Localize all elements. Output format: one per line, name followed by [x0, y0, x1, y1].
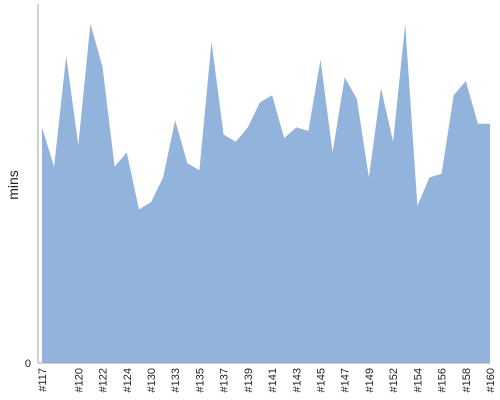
- data-point-119: [64, 54, 68, 58]
- data-point-139: [246, 125, 250, 129]
- data-point-143: [294, 125, 298, 129]
- x-tick-label-130: #130: [146, 368, 158, 392]
- data-point-135: [197, 168, 201, 172]
- data-point-120: [76, 143, 80, 147]
- data-point-144: [306, 129, 310, 133]
- data-point-130: [149, 200, 153, 204]
- data-point-149: [367, 175, 371, 179]
- data-point-146: [331, 150, 335, 154]
- x-tick-label-135: #135: [194, 368, 206, 392]
- data-point-123: [113, 165, 117, 169]
- data-point-125: [137, 208, 141, 212]
- data-point-137: [222, 133, 226, 137]
- data-point-133: [173, 118, 177, 122]
- x-tick-label-117: #117: [37, 368, 49, 392]
- x-tick-label-160: #160: [485, 368, 497, 392]
- x-tick-label-133: #133: [170, 368, 182, 392]
- data-point-118: [52, 165, 56, 169]
- data-point-142: [282, 136, 286, 140]
- data-point-148: [355, 97, 359, 101]
- data-point-134: [185, 161, 189, 165]
- x-tick-label-124: #124: [122, 368, 134, 392]
- data-point-155: [428, 175, 432, 179]
- x-tick-label-122: #122: [98, 368, 110, 392]
- data-point-145: [319, 58, 323, 62]
- x-tick-label-154: #154: [412, 368, 424, 392]
- x-tick-label-143: #143: [291, 368, 303, 392]
- x-axis-ticks: #117 #120 #122 #124 #130 #133 #135 #137 #139 #141…: [37, 368, 497, 392]
- data-point-124: [125, 150, 129, 154]
- x-tick-label-120: #120: [73, 368, 85, 392]
- area-series: [42, 23, 490, 364]
- x-tick-label-137: #137: [219, 368, 231, 392]
- data-point-156: [440, 172, 444, 176]
- data-point-153: [403, 22, 407, 26]
- y-tick-label: 0: [25, 358, 31, 370]
- x-tick-label-156: #156: [437, 368, 449, 392]
- y-axis-ticks: 0: [25, 358, 31, 370]
- data-point-141: [270, 93, 274, 97]
- data-point-154: [415, 204, 419, 208]
- data-point-136: [210, 40, 214, 44]
- data-point-117: [40, 125, 44, 129]
- data-point-150: [379, 86, 383, 90]
- data-point-121: [88, 22, 92, 26]
- x-tick-label-145: #145: [315, 368, 327, 392]
- x-tick-label-141: #141: [267, 368, 279, 392]
- x-tick-label-149: #149: [364, 368, 376, 392]
- data-point-140: [258, 100, 262, 104]
- data-point-157: [452, 93, 456, 97]
- x-tick-label-139: #139: [243, 368, 255, 392]
- y-axis-title: mins: [5, 170, 21, 200]
- plot-area: [40, 22, 492, 364]
- data-point-131: [161, 175, 165, 179]
- x-tick-label-147: #147: [340, 368, 352, 392]
- data-point-122: [101, 65, 105, 69]
- x-tick-label-152: #152: [388, 368, 400, 392]
- data-point-138: [234, 140, 238, 144]
- data-point-160: [488, 122, 492, 126]
- data-point-147: [343, 75, 347, 79]
- data-point-158: [464, 79, 468, 83]
- data-point-152: [391, 140, 395, 144]
- x-tick-label-158: #158: [461, 368, 473, 392]
- data-point-159: [476, 122, 480, 126]
